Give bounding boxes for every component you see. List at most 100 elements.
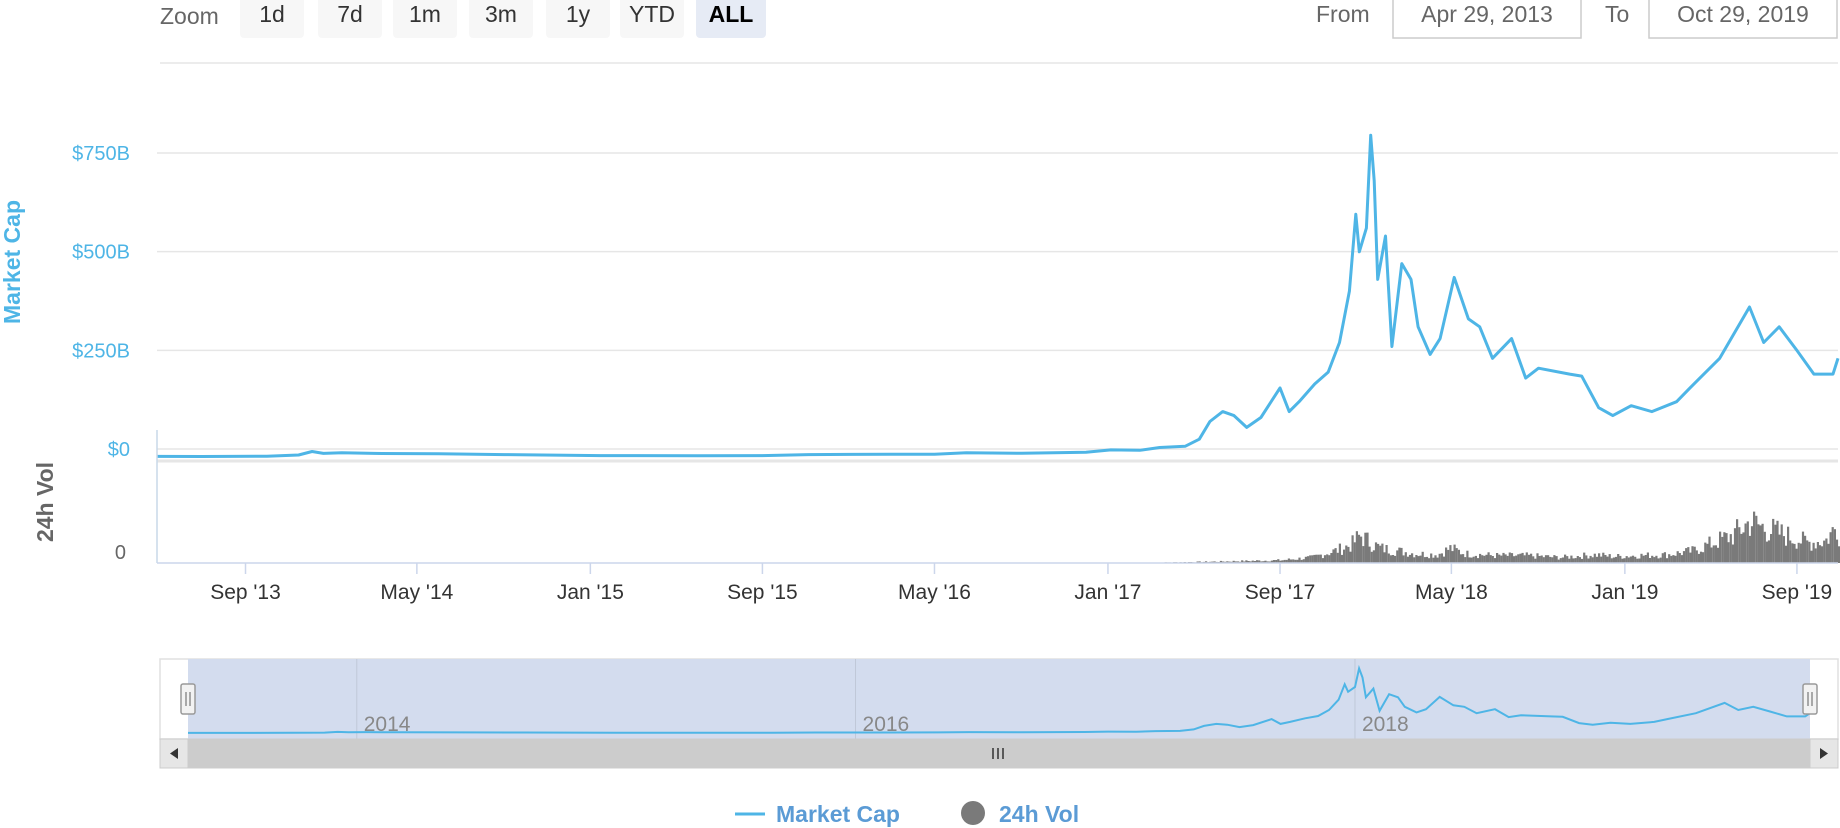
- volume-bar: [1623, 558, 1626, 563]
- volume-bar: [1708, 536, 1711, 563]
- navigator-series-line: [188, 664, 1811, 734]
- zoom-button-1m[interactable]: 1m: [393, 0, 457, 38]
- scrollbar[interactable]: [159, 738, 1839, 769]
- volume-bar: [1351, 535, 1354, 563]
- volume-bar: [1761, 523, 1764, 563]
- volume-bar: [1629, 556, 1632, 563]
- volume-bar: [1449, 545, 1452, 563]
- volume-bar: [1285, 559, 1288, 563]
- volume-bar: [1729, 534, 1732, 563]
- volume-bar: [1457, 549, 1460, 563]
- volume-bar: [1818, 545, 1822, 563]
- volume-bar: [1453, 544, 1456, 563]
- volume-bar: [1702, 552, 1705, 563]
- zoom-button-label: 1d: [259, 1, 285, 27]
- x-tick-label: Sep '17: [1245, 581, 1316, 604]
- volume-bar: [1725, 533, 1728, 563]
- volume-bar: [1746, 521, 1749, 563]
- volume-axis-title: 24h Vol: [32, 462, 58, 542]
- to-date-input[interactable]: Oct 29, 2019: [1648, 0, 1838, 39]
- x-tick-label: Jan '15: [557, 581, 624, 604]
- volume-bar: [1398, 547, 1401, 563]
- x-tick-label: May '16: [898, 581, 971, 604]
- legend-item-volume[interactable]: 24h Vol: [961, 801, 1079, 827]
- legend-item-market-cap[interactable]: Market Cap: [735, 801, 900, 827]
- scroll-right-button[interactable]: [1809, 738, 1839, 769]
- volume-bar: [1304, 556, 1307, 563]
- navigator-selection[interactable]: [188, 659, 1810, 739]
- scrollbar-thumb[interactable]: [188, 739, 1810, 768]
- from-date-input[interactable]: Apr 29, 2013: [1392, 0, 1582, 39]
- volume-bar: [1502, 552, 1505, 563]
- navigator[interactable]: 2014 2016 2018: [159, 658, 1839, 740]
- volume-bar: [1436, 557, 1439, 563]
- volume-bar: [1236, 561, 1239, 563]
- volume-bar: [1572, 558, 1575, 563]
- volume-bar: [1340, 554, 1344, 563]
- volume-bar: [1821, 546, 1824, 563]
- volume-bar: [1296, 559, 1299, 563]
- volume-bar: [1294, 559, 1297, 563]
- zoom-button-1d[interactable]: 1d: [240, 0, 304, 38]
- volume-bar: [1593, 553, 1596, 563]
- volume-bar: [1634, 556, 1637, 563]
- volume-bar: [1336, 552, 1339, 563]
- zoom-button-label: 1m: [409, 1, 441, 27]
- zoom-button-3m[interactable]: 3m: [469, 0, 533, 38]
- volume-bar: [1489, 555, 1492, 563]
- volume-bar: [1825, 538, 1828, 563]
- volume-bar: [1521, 552, 1524, 563]
- volume-y-tick-label: 0: [115, 542, 126, 564]
- volume-bar: [1587, 558, 1590, 563]
- volume-bar: [1394, 555, 1397, 563]
- volume-bar: [1262, 561, 1265, 563]
- navigator-year-labels: 2014 2016 2018: [356, 659, 1409, 739]
- volume-bar: [1374, 542, 1378, 563]
- volume-bar: [1281, 560, 1284, 563]
- volume-bar: [1319, 554, 1322, 563]
- navigator-right-handle[interactable]: [1802, 683, 1818, 715]
- zoom-button-1y[interactable]: 1y: [546, 0, 610, 38]
- volume-bar: [1370, 551, 1373, 563]
- volume-bar: [1810, 550, 1813, 563]
- volume-bar: [1451, 551, 1454, 563]
- scroll-left-button[interactable]: [159, 738, 189, 769]
- volume-bar: [1591, 557, 1594, 563]
- volume-bar: [1657, 558, 1660, 563]
- volume-bar: [1404, 552, 1407, 563]
- volume-bar: [1699, 551, 1703, 563]
- volume-bar: [1797, 542, 1800, 563]
- volume-bar: [1323, 555, 1327, 563]
- volume-bar: [1462, 554, 1465, 563]
- volume-bar: [1445, 547, 1448, 563]
- arrow-right-icon: [1820, 748, 1828, 759]
- volume-bar: [1338, 543, 1341, 563]
- volume-bar: [1678, 553, 1681, 563]
- volume-bar: [1787, 526, 1790, 563]
- volume-bar: [1583, 552, 1586, 563]
- zoom-button-all[interactable]: ALL: [696, 0, 766, 38]
- volume-bar: [1315, 554, 1318, 563]
- zoom-button-7d[interactable]: 7d: [318, 0, 382, 38]
- volume-bar: [1661, 553, 1664, 563]
- volume-bar: [1765, 541, 1768, 563]
- volume-bar: [1687, 547, 1690, 563]
- volume-bar: [1672, 555, 1675, 563]
- volume-bar: [1753, 511, 1756, 563]
- volume-bar: [1434, 555, 1437, 563]
- navigator-left-handle[interactable]: [180, 683, 196, 715]
- legend: Market Cap 24h Vol: [735, 801, 1079, 827]
- zoom-bar: Zoom 1d 7d 1m 3m 1y YTD ALL: [160, 0, 766, 38]
- legend-label-market-cap: Market Cap: [776, 801, 900, 827]
- x-tick-label: Jan '17: [1074, 581, 1141, 604]
- volume-bar: [1317, 554, 1320, 563]
- volume-bar: [1326, 554, 1329, 563]
- volume-bar: [1748, 535, 1751, 563]
- volume-bar: [1355, 531, 1358, 563]
- volume-bar: [1680, 555, 1683, 563]
- x-axis: Sep '13 May '14 Jan '15 Sep '15 May '16 Jan '…: [210, 563, 1832, 604]
- volume-bar: [1757, 524, 1760, 563]
- volume-bar: [1510, 553, 1514, 563]
- zoom-button-ytd[interactable]: YTD: [620, 0, 684, 38]
- volume-bar: [1740, 533, 1743, 563]
